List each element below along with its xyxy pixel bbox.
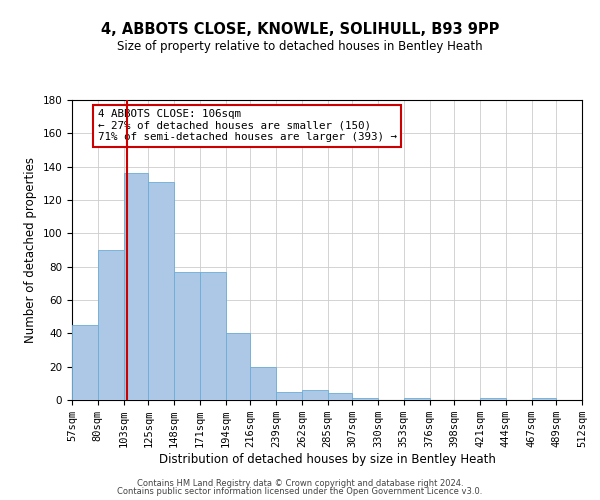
Y-axis label: Number of detached properties: Number of detached properties	[24, 157, 37, 343]
Bar	[276, 392, 302, 400]
X-axis label: Distribution of detached houses by size in Bentley Heath: Distribution of detached houses by size …	[158, 453, 496, 466]
Bar	[200, 272, 226, 400]
Bar	[174, 272, 200, 400]
Bar	[226, 334, 250, 400]
Text: Contains HM Land Registry data © Crown copyright and database right 2024.: Contains HM Land Registry data © Crown c…	[137, 478, 463, 488]
Bar	[480, 398, 506, 400]
Bar	[532, 398, 556, 400]
Text: 4, ABBOTS CLOSE, KNOWLE, SOLIHULL, B93 9PP: 4, ABBOTS CLOSE, KNOWLE, SOLIHULL, B93 9…	[101, 22, 499, 38]
Bar	[72, 325, 98, 400]
Bar	[404, 398, 430, 400]
Bar	[250, 366, 276, 400]
Text: 4 ABBOTS CLOSE: 106sqm
← 27% of detached houses are smaller (150)
71% of semi-de: 4 ABBOTS CLOSE: 106sqm ← 27% of detached…	[97, 109, 397, 142]
Bar	[148, 182, 174, 400]
Bar	[352, 398, 378, 400]
Bar	[582, 396, 600, 400]
Bar	[98, 250, 124, 400]
Text: Contains public sector information licensed under the Open Government Licence v3: Contains public sector information licen…	[118, 487, 482, 496]
Bar	[124, 174, 148, 400]
Bar	[328, 394, 352, 400]
Text: Size of property relative to detached houses in Bentley Heath: Size of property relative to detached ho…	[117, 40, 483, 53]
Bar	[302, 390, 328, 400]
